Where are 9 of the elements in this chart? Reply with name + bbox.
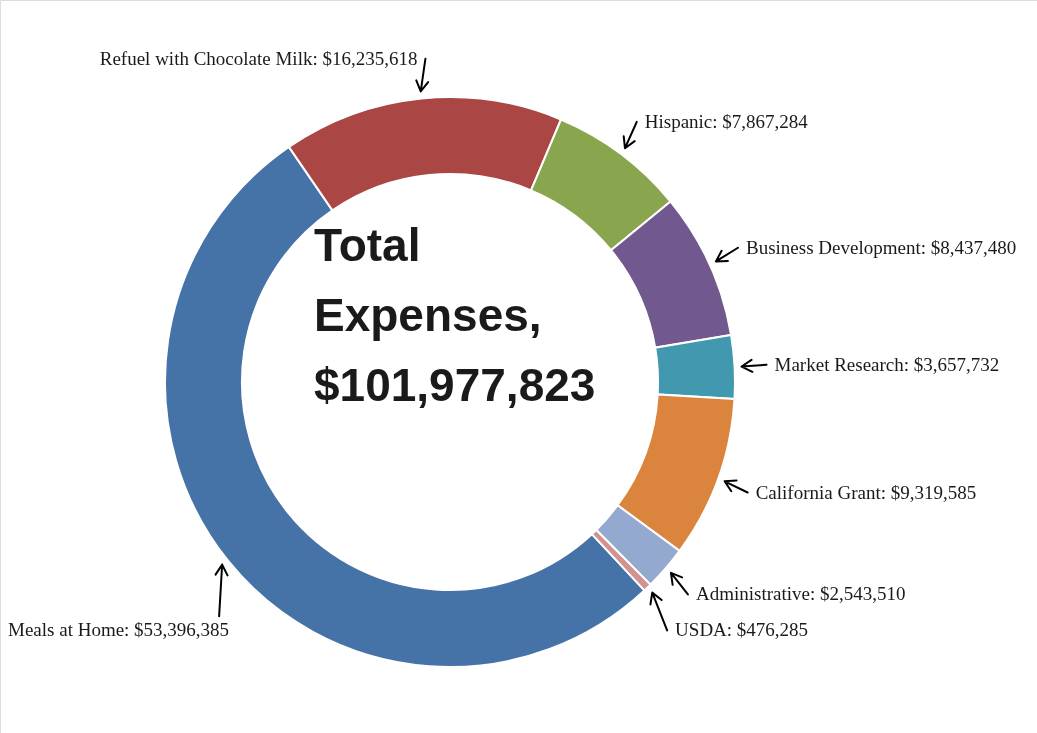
slice-label: Business Development: $8,437,480 — [745, 236, 1017, 258]
text: Total Expenses, $101,977,823 — [314, 219, 596, 411]
slice-label: Market Research: $3,657,732 — [774, 353, 1000, 375]
slice-label: USDA: $476,285 — [675, 619, 809, 641]
slice-label: Administrative: $2,543,510 — [695, 583, 906, 605]
slice-label: California Grant: $9,319,585 — [755, 481, 977, 503]
slice-label: Meals at Home: $53,396,385 — [8, 619, 230, 641]
slice-label: Refuel with Chocolate Milk: $16,235,618 — [99, 47, 418, 69]
slice-label: Hispanic: $7,867,284 — [644, 110, 809, 132]
